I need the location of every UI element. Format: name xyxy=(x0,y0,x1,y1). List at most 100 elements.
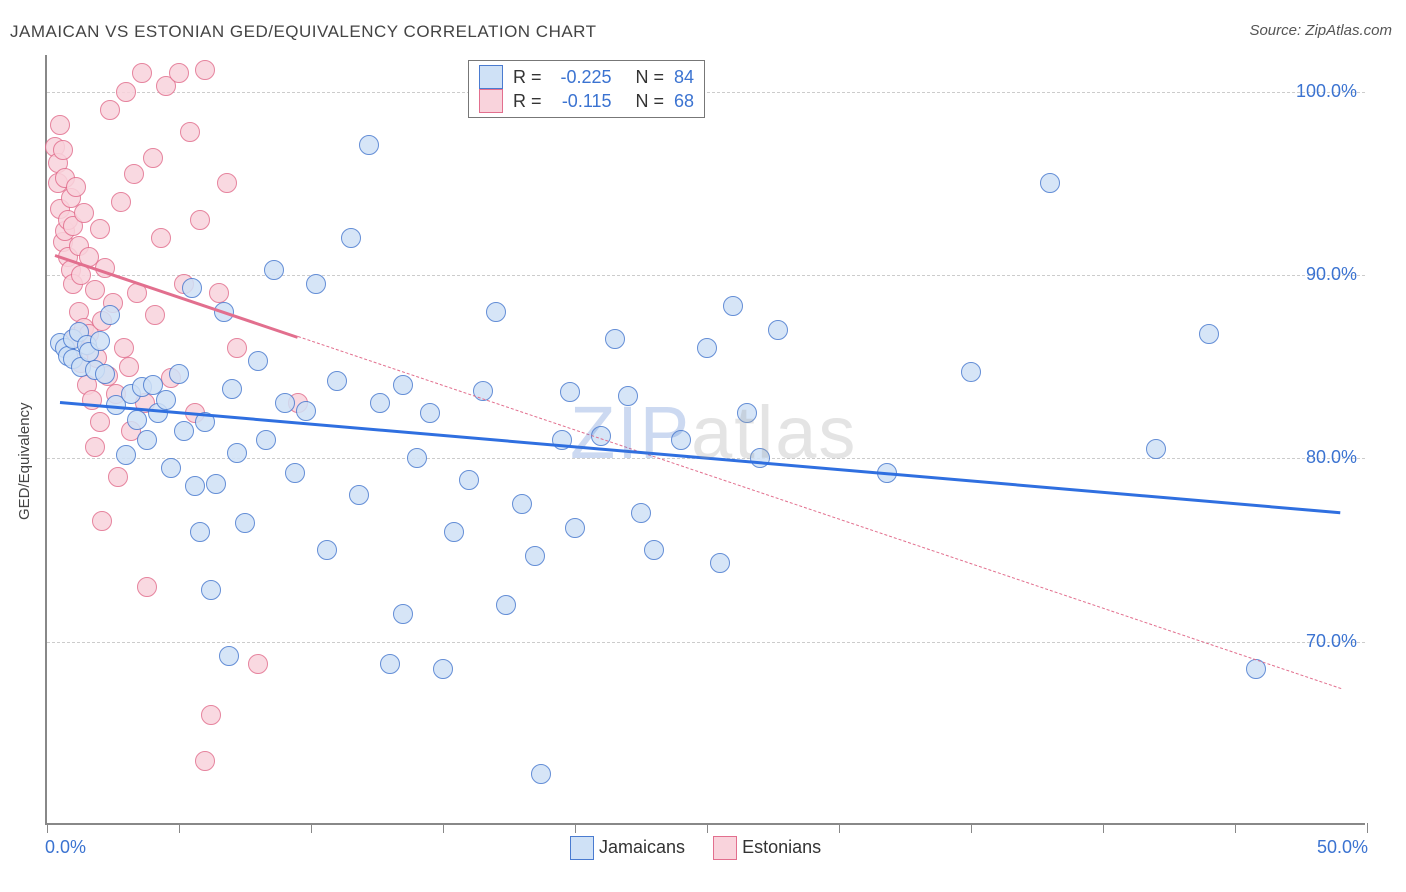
x-tick xyxy=(1103,823,1104,833)
estonian-point xyxy=(74,203,94,223)
legend-item: Estonians xyxy=(713,836,821,860)
jamaican-point xyxy=(227,443,247,463)
x-tick-label: 50.0% xyxy=(1317,837,1368,858)
legend-r-label: R = xyxy=(513,91,542,112)
legend-r-value: -0.115 xyxy=(552,91,612,112)
legend-r-value: -0.225 xyxy=(552,67,612,88)
y-tick-label: 100.0% xyxy=(1296,81,1357,102)
jamaican-point xyxy=(393,604,413,624)
jamaican-point xyxy=(161,458,181,478)
y-tick-label: 80.0% xyxy=(1306,447,1357,468)
jamaican-point xyxy=(1199,324,1219,344)
estonian-point xyxy=(248,654,268,674)
x-tick xyxy=(311,823,312,833)
jamaican-point xyxy=(349,485,369,505)
estonian-point xyxy=(195,60,215,80)
jamaican-point xyxy=(275,393,295,413)
jamaican-point xyxy=(264,260,284,280)
x-tick xyxy=(1367,823,1368,833)
chart-title: JAMAICAN VS ESTONIAN GED/EQUIVALENCY COR… xyxy=(10,22,597,42)
jamaican-point xyxy=(496,595,516,615)
estonian-point xyxy=(116,82,136,102)
jamaican-point xyxy=(156,390,176,410)
estonian-point xyxy=(190,210,210,230)
legend-item-label: Jamaicans xyxy=(599,837,685,857)
estonian-point xyxy=(100,100,120,120)
estonian-point xyxy=(145,305,165,325)
jamaican-point xyxy=(644,540,664,560)
estonian-point xyxy=(66,177,86,197)
legend-swatch xyxy=(479,65,503,89)
jamaican-point xyxy=(137,430,157,450)
legend-swatch xyxy=(479,89,503,113)
jamaican-point xyxy=(1040,173,1060,193)
legend-n-label: N = xyxy=(636,67,665,88)
jamaican-point xyxy=(618,386,638,406)
gridline xyxy=(47,275,1365,276)
estonian-point xyxy=(201,705,221,725)
jamaican-point xyxy=(185,476,205,496)
estonian-point xyxy=(124,164,144,184)
y-tick-label: 70.0% xyxy=(1306,631,1357,652)
jamaican-point xyxy=(359,135,379,155)
legend-series: Jamaicans Estonians xyxy=(570,836,821,860)
jamaican-point xyxy=(174,421,194,441)
legend-item: Jamaicans xyxy=(570,836,685,860)
x-tick xyxy=(707,823,708,833)
estonian-point xyxy=(90,219,110,239)
jamaican-point xyxy=(306,274,326,294)
estonian-point xyxy=(90,412,110,432)
y-tick-label: 90.0% xyxy=(1306,264,1357,285)
jamaican-point xyxy=(248,351,268,371)
legend-n-value: 84 xyxy=(674,67,694,88)
estonian-point xyxy=(217,173,237,193)
x-tick xyxy=(443,823,444,833)
estonian-point xyxy=(108,467,128,487)
jamaican-point xyxy=(444,522,464,542)
legend-n-label: N = xyxy=(636,91,665,112)
jamaican-point xyxy=(95,364,115,384)
jamaican-point xyxy=(531,764,551,784)
estonian-point xyxy=(53,140,73,160)
plot-area xyxy=(45,55,1365,825)
legend-stat-row: R =-0.115N =68 xyxy=(479,89,694,113)
estonian-point xyxy=(209,283,229,303)
jamaican-point xyxy=(961,362,981,382)
jamaican-point xyxy=(723,296,743,316)
jamaican-point xyxy=(407,448,427,468)
jamaican-point xyxy=(90,331,110,351)
jamaican-point xyxy=(768,320,788,340)
x-tick xyxy=(47,823,48,833)
x-tick xyxy=(1235,823,1236,833)
jamaican-point xyxy=(201,580,221,600)
jamaican-point xyxy=(190,522,210,542)
jamaican-point xyxy=(296,401,316,421)
legend-swatch xyxy=(570,836,594,860)
estonian-point xyxy=(195,751,215,771)
jamaican-point xyxy=(393,375,413,395)
source-label: Source: ZipAtlas.com xyxy=(1249,22,1392,39)
jamaican-point xyxy=(697,338,717,358)
jamaican-point xyxy=(327,371,347,391)
gridline xyxy=(47,92,1365,93)
jamaican-point xyxy=(127,410,147,430)
jamaican-point xyxy=(222,379,242,399)
x-tick xyxy=(839,823,840,833)
estonian-point xyxy=(92,511,112,531)
estonian-point xyxy=(119,357,139,377)
estonian-point xyxy=(151,228,171,248)
jamaican-point xyxy=(285,463,305,483)
jamaican-point xyxy=(565,518,585,538)
y-axis-label: GED/Equivalency xyxy=(16,402,33,520)
jamaican-point xyxy=(671,430,691,450)
jamaican-point xyxy=(750,448,770,468)
jamaican-point xyxy=(182,278,202,298)
x-tick xyxy=(575,823,576,833)
jamaican-point xyxy=(710,553,730,573)
legend-stat-row: R =-0.225N =84 xyxy=(479,65,694,89)
jamaican-point xyxy=(341,228,361,248)
jamaican-point xyxy=(219,646,239,666)
jamaican-point xyxy=(737,403,757,423)
jamaican-point xyxy=(1146,439,1166,459)
estonian-point xyxy=(111,192,131,212)
